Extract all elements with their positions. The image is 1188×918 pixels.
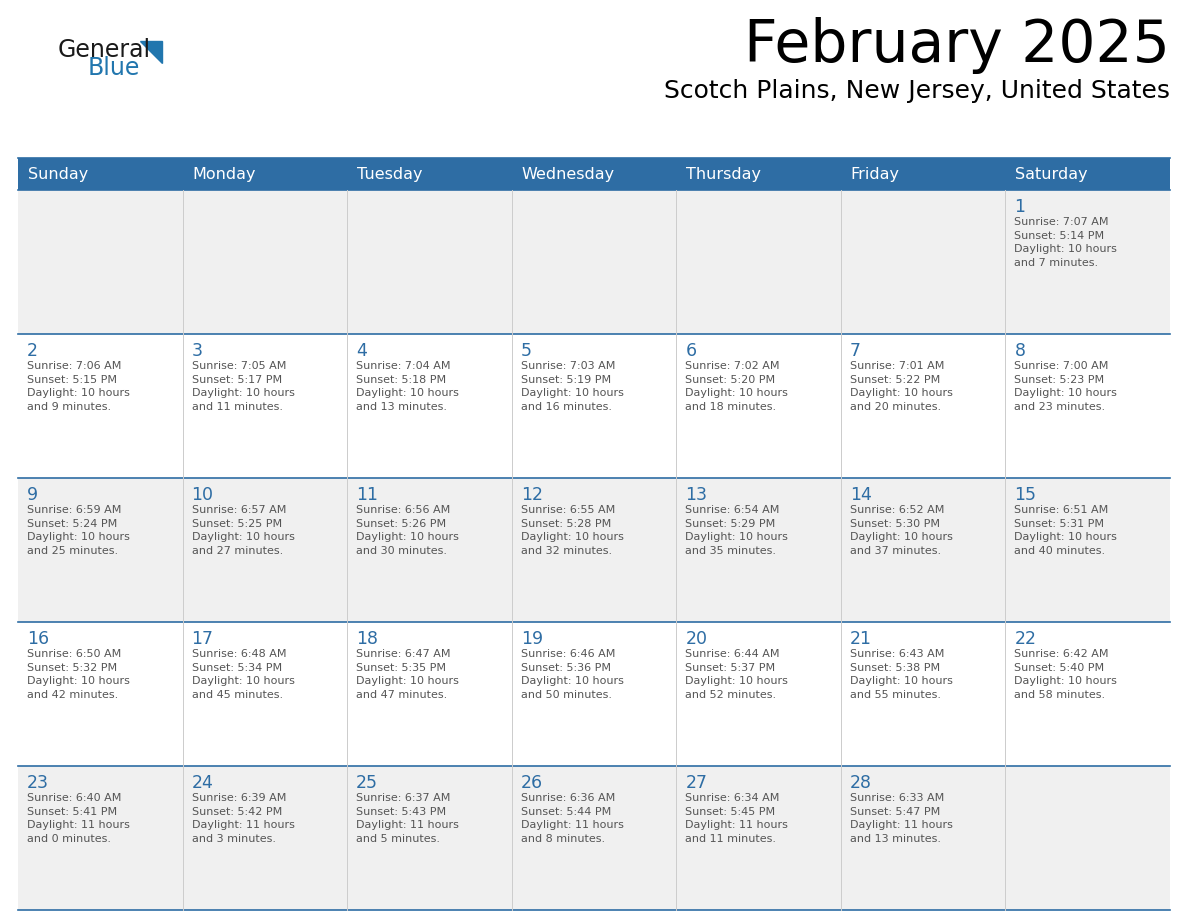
Bar [18, 190, 1170, 334]
Text: 14: 14 [849, 486, 872, 504]
Text: Sunrise: 6:56 AM
Sunset: 5:26 PM
Daylight: 10 hours
and 30 minutes.: Sunrise: 6:56 AM Sunset: 5:26 PM Dayligh… [356, 505, 459, 555]
Text: 28: 28 [849, 774, 872, 792]
Text: 19: 19 [520, 630, 543, 648]
Text: Sunday: Sunday [29, 166, 88, 182]
Text: Friday: Friday [851, 166, 899, 182]
Text: Sunrise: 6:47 AM
Sunset: 5:35 PM
Daylight: 10 hours
and 47 minutes.: Sunrise: 6:47 AM Sunset: 5:35 PM Dayligh… [356, 649, 459, 700]
Text: Tuesday: Tuesday [358, 166, 423, 182]
Text: 12: 12 [520, 486, 543, 504]
Text: Sunrise: 7:04 AM
Sunset: 5:18 PM
Daylight: 10 hours
and 13 minutes.: Sunrise: 7:04 AM Sunset: 5:18 PM Dayligh… [356, 361, 459, 412]
Text: Sunrise: 6:34 AM
Sunset: 5:45 PM
Daylight: 11 hours
and 11 minutes.: Sunrise: 6:34 AM Sunset: 5:45 PM Dayligh… [685, 793, 788, 844]
Text: Sunrise: 6:51 AM
Sunset: 5:31 PM
Daylight: 10 hours
and 40 minutes.: Sunrise: 6:51 AM Sunset: 5:31 PM Dayligh… [1015, 505, 1117, 555]
Text: 11: 11 [356, 486, 378, 504]
Text: 23: 23 [27, 774, 49, 792]
Text: 10: 10 [191, 486, 214, 504]
Text: Wednesday: Wednesday [522, 166, 615, 182]
Text: 22: 22 [1015, 630, 1036, 648]
Bar [18, 478, 1170, 622]
Text: Saturday: Saturday [1016, 166, 1088, 182]
Text: 7: 7 [849, 342, 861, 360]
Text: Sunrise: 6:44 AM
Sunset: 5:37 PM
Daylight: 10 hours
and 52 minutes.: Sunrise: 6:44 AM Sunset: 5:37 PM Dayligh… [685, 649, 788, 700]
Text: General: General [58, 38, 151, 62]
Text: 13: 13 [685, 486, 707, 504]
Text: 26: 26 [520, 774, 543, 792]
Polygon shape [140, 41, 162, 63]
Text: Sunrise: 6:57 AM
Sunset: 5:25 PM
Daylight: 10 hours
and 27 minutes.: Sunrise: 6:57 AM Sunset: 5:25 PM Dayligh… [191, 505, 295, 555]
Text: Sunrise: 6:36 AM
Sunset: 5:44 PM
Daylight: 11 hours
and 8 minutes.: Sunrise: 6:36 AM Sunset: 5:44 PM Dayligh… [520, 793, 624, 844]
Bar [18, 158, 1170, 190]
Text: Sunrise: 6:33 AM
Sunset: 5:47 PM
Daylight: 11 hours
and 13 minutes.: Sunrise: 6:33 AM Sunset: 5:47 PM Dayligh… [849, 793, 953, 844]
Text: Sunrise: 7:05 AM
Sunset: 5:17 PM
Daylight: 10 hours
and 11 minutes.: Sunrise: 7:05 AM Sunset: 5:17 PM Dayligh… [191, 361, 295, 412]
Bar [18, 622, 1170, 766]
Text: 17: 17 [191, 630, 214, 648]
Text: 8: 8 [1015, 342, 1025, 360]
Bar [18, 334, 1170, 478]
Text: Sunrise: 7:06 AM
Sunset: 5:15 PM
Daylight: 10 hours
and 9 minutes.: Sunrise: 7:06 AM Sunset: 5:15 PM Dayligh… [27, 361, 129, 412]
Text: Monday: Monday [192, 166, 257, 182]
Text: 3: 3 [191, 342, 203, 360]
Text: 24: 24 [191, 774, 214, 792]
Text: Sunrise: 7:00 AM
Sunset: 5:23 PM
Daylight: 10 hours
and 23 minutes.: Sunrise: 7:00 AM Sunset: 5:23 PM Dayligh… [1015, 361, 1117, 412]
Text: 9: 9 [27, 486, 38, 504]
Text: Sunrise: 7:01 AM
Sunset: 5:22 PM
Daylight: 10 hours
and 20 minutes.: Sunrise: 7:01 AM Sunset: 5:22 PM Dayligh… [849, 361, 953, 412]
Text: Sunrise: 7:07 AM
Sunset: 5:14 PM
Daylight: 10 hours
and 7 minutes.: Sunrise: 7:07 AM Sunset: 5:14 PM Dayligh… [1015, 217, 1117, 268]
Text: 27: 27 [685, 774, 707, 792]
Text: Sunrise: 7:02 AM
Sunset: 5:20 PM
Daylight: 10 hours
and 18 minutes.: Sunrise: 7:02 AM Sunset: 5:20 PM Dayligh… [685, 361, 788, 412]
Text: Sunrise: 7:03 AM
Sunset: 5:19 PM
Daylight: 10 hours
and 16 minutes.: Sunrise: 7:03 AM Sunset: 5:19 PM Dayligh… [520, 361, 624, 412]
Text: Sunrise: 6:50 AM
Sunset: 5:32 PM
Daylight: 10 hours
and 42 minutes.: Sunrise: 6:50 AM Sunset: 5:32 PM Dayligh… [27, 649, 129, 700]
Text: Blue: Blue [88, 56, 140, 80]
Text: 1: 1 [1015, 198, 1025, 216]
Text: Sunrise: 6:40 AM
Sunset: 5:41 PM
Daylight: 11 hours
and 0 minutes.: Sunrise: 6:40 AM Sunset: 5:41 PM Dayligh… [27, 793, 129, 844]
Text: Thursday: Thursday [687, 166, 762, 182]
Text: Sunrise: 6:54 AM
Sunset: 5:29 PM
Daylight: 10 hours
and 35 minutes.: Sunrise: 6:54 AM Sunset: 5:29 PM Dayligh… [685, 505, 788, 555]
Text: 25: 25 [356, 774, 378, 792]
Text: 16: 16 [27, 630, 49, 648]
Text: Sunrise: 6:48 AM
Sunset: 5:34 PM
Daylight: 10 hours
and 45 minutes.: Sunrise: 6:48 AM Sunset: 5:34 PM Dayligh… [191, 649, 295, 700]
Text: Sunrise: 6:39 AM
Sunset: 5:42 PM
Daylight: 11 hours
and 3 minutes.: Sunrise: 6:39 AM Sunset: 5:42 PM Dayligh… [191, 793, 295, 844]
Text: 18: 18 [356, 630, 378, 648]
Text: 21: 21 [849, 630, 872, 648]
Text: Sunrise: 6:37 AM
Sunset: 5:43 PM
Daylight: 11 hours
and 5 minutes.: Sunrise: 6:37 AM Sunset: 5:43 PM Dayligh… [356, 793, 459, 844]
Text: 6: 6 [685, 342, 696, 360]
Bar [18, 766, 1170, 910]
Text: Scotch Plains, New Jersey, United States: Scotch Plains, New Jersey, United States [664, 79, 1170, 103]
Text: Sunrise: 6:46 AM
Sunset: 5:36 PM
Daylight: 10 hours
and 50 minutes.: Sunrise: 6:46 AM Sunset: 5:36 PM Dayligh… [520, 649, 624, 700]
Text: Sunrise: 6:43 AM
Sunset: 5:38 PM
Daylight: 10 hours
and 55 minutes.: Sunrise: 6:43 AM Sunset: 5:38 PM Dayligh… [849, 649, 953, 700]
Text: Sunrise: 6:42 AM
Sunset: 5:40 PM
Daylight: 10 hours
and 58 minutes.: Sunrise: 6:42 AM Sunset: 5:40 PM Dayligh… [1015, 649, 1117, 700]
Text: 5: 5 [520, 342, 532, 360]
Text: 2: 2 [27, 342, 38, 360]
Text: Sunrise: 6:59 AM
Sunset: 5:24 PM
Daylight: 10 hours
and 25 minutes.: Sunrise: 6:59 AM Sunset: 5:24 PM Dayligh… [27, 505, 129, 555]
Text: Sunrise: 6:52 AM
Sunset: 5:30 PM
Daylight: 10 hours
and 37 minutes.: Sunrise: 6:52 AM Sunset: 5:30 PM Dayligh… [849, 505, 953, 555]
Text: February 2025: February 2025 [744, 17, 1170, 74]
Text: 4: 4 [356, 342, 367, 360]
Text: 15: 15 [1015, 486, 1036, 504]
Text: 20: 20 [685, 630, 707, 648]
Text: Sunrise: 6:55 AM
Sunset: 5:28 PM
Daylight: 10 hours
and 32 minutes.: Sunrise: 6:55 AM Sunset: 5:28 PM Dayligh… [520, 505, 624, 555]
